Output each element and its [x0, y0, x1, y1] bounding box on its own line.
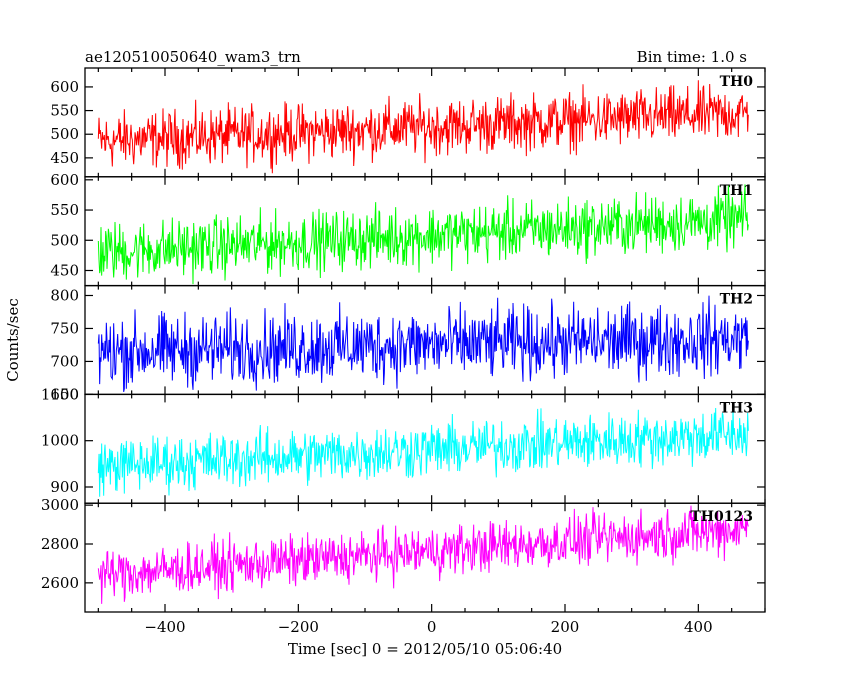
- series-line-th1: [97, 184, 749, 285]
- panel-frame-th2: [84, 284, 766, 396]
- x-tick-label: −200: [278, 618, 319, 636]
- x-tick-label: 0: [427, 618, 437, 636]
- y-tick-label: 2600: [41, 574, 79, 592]
- y-tick-label: 3000: [41, 496, 79, 514]
- x-tick-label: −400: [144, 618, 185, 636]
- y-tick-label: 650: [50, 385, 79, 403]
- panel-label-th2: TH2: [720, 292, 753, 308]
- series-line-th3: [97, 407, 749, 497]
- panel-frame-th0123: [84, 502, 766, 613]
- chart-subtitle: Bin time: 1.0 s: [637, 48, 747, 66]
- panels: 450 500 550 600 TH0 450 500 550 600 TH1 650 700 750 8…: [41, 67, 766, 636]
- x-axis-label: Time [sec] 0 = 2012/05/10 05:06:40: [288, 640, 562, 658]
- y-tick-label: 700: [50, 352, 79, 370]
- y-tick-label: 1100: [41, 385, 79, 403]
- panel-label-th3: TH3: [720, 400, 753, 416]
- series-line-th0123: [97, 505, 749, 604]
- series-line-th0: [97, 80, 749, 174]
- y-tick-label: 750: [50, 319, 79, 337]
- y-tick-label: 600: [50, 171, 79, 189]
- series-line-th2: [97, 295, 749, 392]
- x-tick-label: 400: [684, 618, 713, 636]
- y-tick-label: 1000: [41, 432, 79, 450]
- y-tick-label: 800: [50, 286, 79, 304]
- y-tick-label: 900: [50, 478, 79, 496]
- y-tick-label: 550: [50, 102, 79, 120]
- y-tick-label: 550: [50, 201, 79, 219]
- y-tick-label: 450: [50, 261, 79, 279]
- y-tick-label: 2800: [41, 535, 79, 553]
- y-tick-label: 600: [50, 78, 79, 96]
- panel-label-th0: TH0: [720, 74, 754, 90]
- y-tick-label: 500: [50, 125, 79, 143]
- x-tick-label: 200: [551, 618, 580, 636]
- panel-label-th0123: TH0123: [690, 509, 753, 525]
- panel-label-th1: TH1: [720, 183, 753, 199]
- y-axis-label: Counts/sec: [4, 298, 22, 382]
- y-tick-label: 450: [50, 149, 79, 167]
- y-tick-label: 500: [50, 231, 79, 249]
- chart-title: ae120510050640_wam3_trn: [85, 48, 301, 66]
